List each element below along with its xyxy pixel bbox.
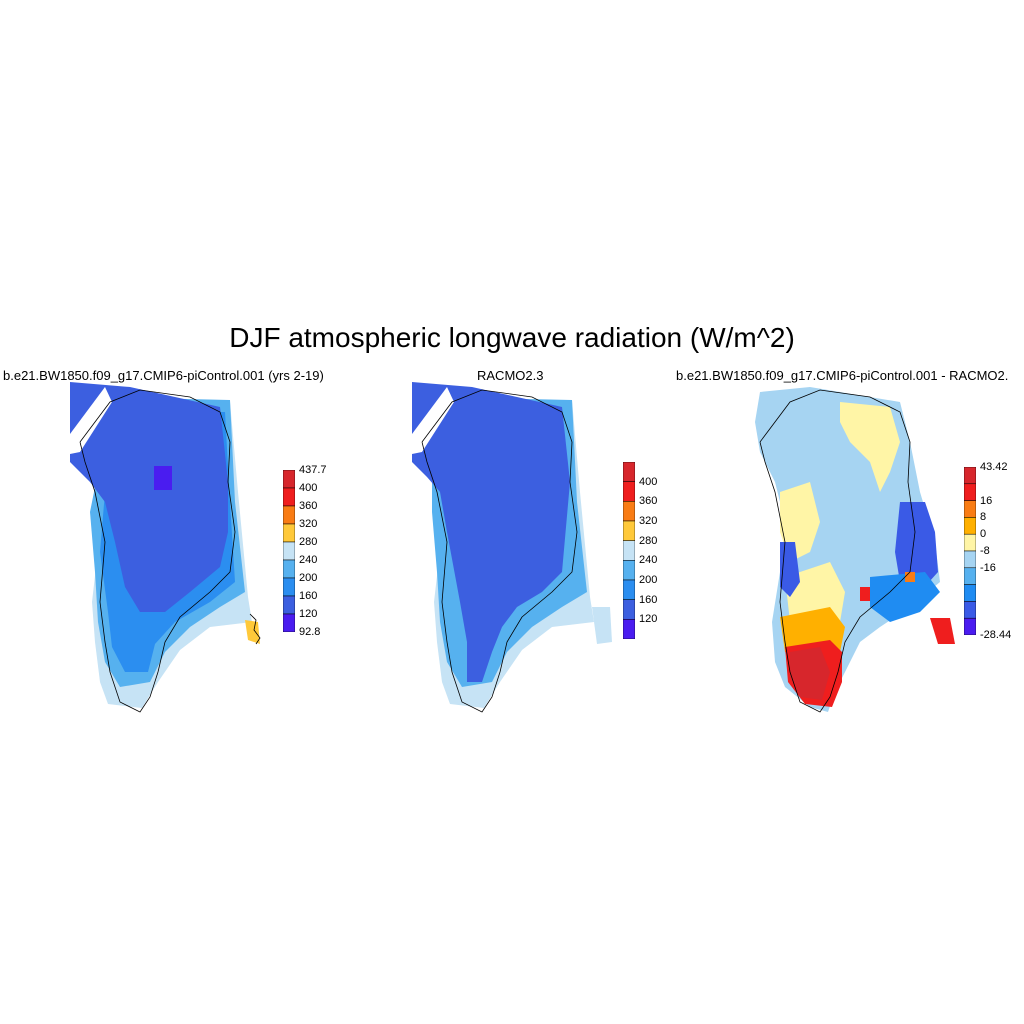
colorbar-tick-label: 160 [639,593,658,606]
colorbar-tick-label: 200 [299,572,318,584]
colorbar-tick-label: 120 [299,608,318,620]
map-model-coastline-east [249,613,261,645]
map-model-gap [70,387,112,454]
map-racmo-coastline [421,389,578,713]
colorbar-tick-label: 160 [299,590,318,602]
colorbar-swatch [622,520,636,541]
map-diff-coastline [759,389,916,713]
colorbar-swatch [963,483,977,501]
colorbar-racmo: 400 360 320 280 240 200 160 120 [622,461,657,644]
colorbar-tick-label: 320 [299,518,318,530]
colorbar-difference-swatches [963,466,977,636]
colorbar-swatch [282,487,296,507]
map-model-fill-160 [70,382,228,612]
colorbar-swatch [622,481,636,502]
colorbar-swatch [282,595,296,615]
colorbar-swatch [622,540,636,561]
colorbar-swatch [963,500,977,518]
colorbar-tick-label: 240 [299,554,318,566]
colorbar-tick-label: 360 [639,495,658,508]
colorbar-swatch [622,501,636,522]
map-diff-red-cell-b [905,572,915,582]
panel-title-model: b.e21.BW1850.f09_g17.CMIP6-piControl.001… [3,368,324,383]
colorbar-swatch [622,560,636,581]
colorbar-swatch [963,550,977,569]
colorbar-swatch [282,469,296,489]
colorbar-model-swatches [282,469,296,633]
map-racmo-gap [412,387,454,454]
colorbar-tick-label: 120 [639,613,658,626]
colorbar-swatch [963,567,977,585]
colorbar-swatch [963,617,977,636]
map-racmo-fill-160 [412,382,570,682]
colorbar-swatch [622,599,636,620]
figure-title: DJF atmospheric longwave radiation (W/m^… [229,322,795,353]
map-difference [755,387,955,713]
colorbar-swatch [282,541,296,561]
colorbar-tick-label: 437.7 [299,464,327,476]
map-model-coastline [79,389,236,713]
map-diff-blue-west [780,542,800,597]
map-diff-yellow-north [840,402,900,492]
colorbar-tick-label: 240 [639,554,658,567]
colorbar-model: 437.7 400 360 320 280 240 200 160 120 92.8 [282,464,327,638]
map-model-min-cell [154,466,172,490]
colorbar-tick-label: 280 [299,536,318,548]
colorbar-swatch [963,601,977,619]
colorbar-tick-label: 200 [639,574,658,586]
colorbar-swatch [282,505,296,525]
colorbar-tick-label: 0 [980,528,987,541]
colorbar-swatch [963,517,977,535]
colorbar-tick-label: 400 [299,482,318,494]
map-model-east-warm [245,620,260,644]
map-model [70,382,261,713]
colorbar-swatch [622,619,636,640]
map-racmo-east [592,607,612,644]
colorbar-difference: 43.42 16 8 0 -8 -16 -28.44 [963,461,1011,641]
colorbar-tick-label: 16 [980,494,993,507]
colorbar-swatch [963,466,977,485]
panel-title-racmo: RACMO2.3 [477,368,544,383]
colorbar-tick-label: -16 [980,561,996,574]
colorbar-tick-label: 360 [299,500,318,512]
map-racmo [412,382,612,713]
colorbar-swatch [282,577,296,597]
colorbar-swatch [963,533,977,552]
colorbar-swatch [963,584,977,602]
map-diff-darkred-south [790,647,830,700]
colorbar-tick-label: 400 [639,475,658,488]
map-diff-blue-southeast [870,572,940,622]
colorbar-swatch [282,523,296,543]
colorbar-swatch [282,559,296,579]
map-diff-red-cell-a [860,587,870,601]
colorbar-tick-label: 8 [980,511,987,524]
colorbar-racmo-swatches [622,461,636,640]
colorbar-tick-label: 320 [639,515,658,527]
colorbar-swatch [622,461,636,482]
colorbar-swatch [622,579,636,600]
panel-title-difference: b.e21.BW1850.f09_g17.CMIP6-piControl.001… [676,368,1009,383]
map-diff-blue-east [895,502,938,592]
colorbar-tick-label: -28.44 [980,629,1012,641]
colorbar-tick-label: 43.42 [980,461,1008,473]
colorbar-tick-label: -8 [980,545,990,557]
colorbar-tick-label: 280 [639,534,658,547]
map-diff-east-red [930,618,955,644]
colorbar-swatch [282,613,296,633]
colorbar-tick-label: 92.8 [299,626,321,638]
